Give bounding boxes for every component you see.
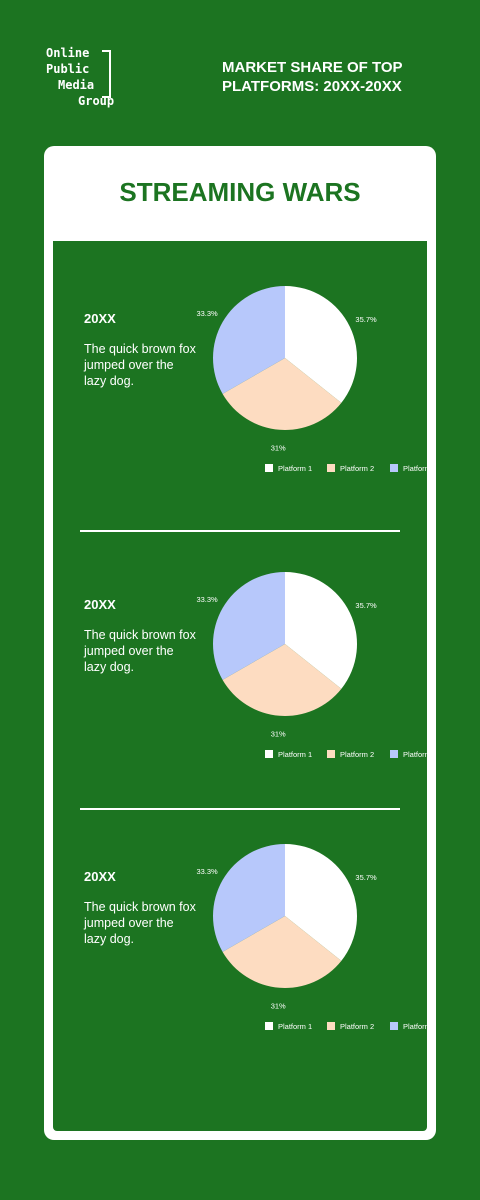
section-2: 20XX The quick brown fox jumped over the… <box>53 527 427 767</box>
legend-swatch <box>390 464 398 472</box>
logo-line-2: Public <box>46 62 90 76</box>
legend-label: Platform 2 <box>340 1022 374 1031</box>
pie-data-label: 31% <box>271 1002 286 1011</box>
legend-label: Platform 2 <box>340 750 374 759</box>
pie-data-label: 35.7% <box>355 601 377 610</box>
legend-label: Platform 1 <box>278 464 312 473</box>
logo: Online Public Media Group <box>46 46 126 114</box>
pie-chart-1: 35.7% 31% 33.3% Platform 1 Platform 2 Platfor… <box>196 286 427 473</box>
section-divider <box>80 530 400 532</box>
legend-swatch <box>390 750 398 758</box>
pie-chart-2: 35.7% 31% 33.3% Platform 1 Platform 2 Platfor… <box>196 572 427 759</box>
pie-data-label: 33.3% <box>196 595 218 604</box>
legend-label: Platform 1 <box>278 1022 312 1031</box>
section-divider <box>80 808 400 810</box>
logo-line-1: Online <box>46 46 90 60</box>
section-3: 20XX The quick brown fox jumped over the… <box>53 799 427 1039</box>
main-panel: STREAMING WARS 20XX The quick brown fox … <box>44 146 436 1140</box>
pie-slice <box>285 286 357 403</box>
pie-data-label: 33.3% <box>196 867 218 876</box>
section-description: The quick brown fox jumped over the lazy… <box>84 900 196 946</box>
legend-label: Platform 1 <box>278 750 312 759</box>
section-description: The quick brown fox jumped over the lazy… <box>84 342 196 388</box>
pie-slice <box>222 644 342 716</box>
pie-data-label: 33.3% <box>196 309 218 318</box>
pie-slice <box>213 286 285 394</box>
section-year: 20XX <box>84 597 116 612</box>
section-year: 20XX <box>84 311 116 326</box>
pie-slice <box>285 572 357 689</box>
pie-slice <box>222 916 342 988</box>
pie-data-label: 35.7% <box>355 315 377 324</box>
pie-data-label: 31% <box>271 730 286 739</box>
pie-chart-3: 35.7% 31% 33.3% Platform 1 Platform 2 Platfor… <box>196 844 427 1031</box>
section-description: The quick brown fox jumped over the lazy… <box>84 628 196 674</box>
pie-slice <box>222 358 342 430</box>
section-year: 20XX <box>84 869 116 884</box>
panel-content: 20XX The quick brown fox jumped over the… <box>53 241 427 1131</box>
legend-swatch <box>327 1022 335 1030</box>
pie-slice <box>285 844 357 961</box>
pie-slice <box>213 572 285 680</box>
legend-label: Platform 3 <box>403 1022 427 1031</box>
panel-title: STREAMING WARS <box>119 176 361 207</box>
legend-label: Platform 2 <box>340 464 374 473</box>
header-title: MARKET SHARE OF TOP PLATFORMS: 20XX-20XX <box>222 59 403 95</box>
legend-swatch <box>265 1022 273 1030</box>
legend-swatch <box>327 464 335 472</box>
legend-label: Platform 3 <box>403 750 427 759</box>
logo-line-3: Media <box>58 78 95 92</box>
pie-data-label: 35.7% <box>355 873 377 882</box>
legend-swatch <box>265 464 273 472</box>
legend-label: Platform 3 <box>403 464 427 473</box>
legend-swatch <box>390 1022 398 1030</box>
pie-data-label: 31% <box>271 444 286 453</box>
legend-swatch <box>265 750 273 758</box>
logo-bracket <box>102 50 111 98</box>
legend-swatch <box>327 750 335 758</box>
section-1: 20XX The quick brown fox jumped over the… <box>53 241 427 481</box>
pie-slice <box>213 844 285 952</box>
